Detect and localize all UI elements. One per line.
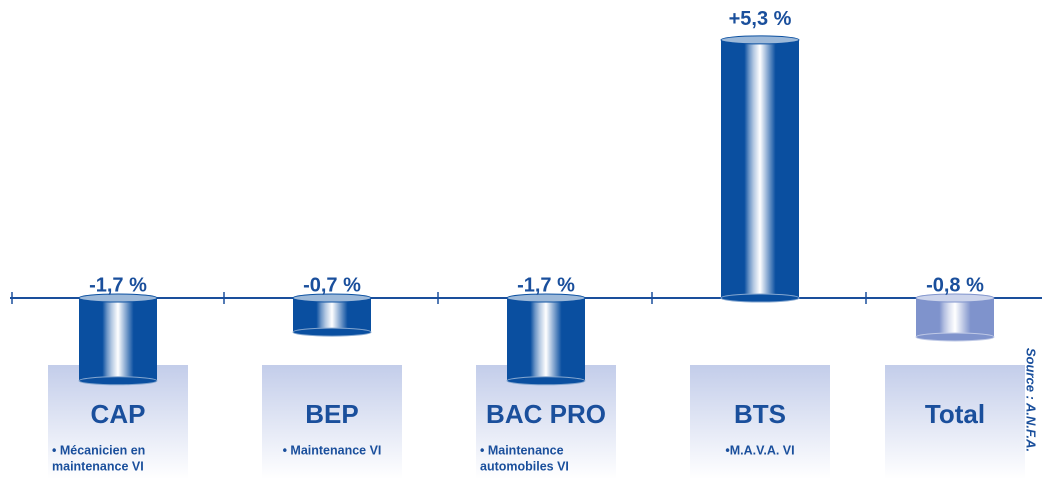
- value-label: -0,7 %: [303, 274, 361, 296]
- category-label: Total: [925, 399, 985, 429]
- category-label: BAC PRO: [486, 399, 606, 429]
- category-panel: [690, 365, 830, 479]
- category-label: BEP: [305, 399, 358, 429]
- category-subtitle: •M.A.V.A. VI: [725, 443, 794, 457]
- bar-cap: [720, 293, 800, 303]
- bar: [916, 298, 994, 337]
- source: Source : A.N.F.A.: [1024, 348, 1039, 452]
- bar-cap: [915, 332, 995, 342]
- value-label: -1,7 %: [517, 274, 575, 296]
- bar-cap: [292, 293, 372, 303]
- bar-cap: [292, 327, 372, 337]
- category-subtitle: maintenance VI: [52, 459, 144, 473]
- value-label: -1,7 %: [89, 274, 147, 296]
- bar: [293, 298, 371, 333]
- value-label: -0,8 %: [926, 274, 984, 296]
- category-subtitle: automobiles VI: [480, 459, 569, 473]
- category-panel: [885, 365, 1025, 479]
- bar-cap: [720, 35, 800, 45]
- bar: [721, 39, 799, 298]
- bar: [507, 298, 585, 381]
- category-label: BTS: [734, 399, 786, 429]
- bar-cap: [915, 293, 995, 303]
- bar-cap: [506, 293, 586, 303]
- category-subtitle: • Maintenance: [480, 443, 564, 457]
- bar: [79, 298, 157, 381]
- category-subtitle: • Maintenance VI: [283, 443, 382, 457]
- bar-cap: [78, 376, 158, 386]
- category-panel: [262, 365, 402, 479]
- value-label: +5,3 %: [729, 8, 792, 30]
- category-label: CAP: [91, 399, 146, 429]
- bar-cap: [506, 376, 586, 386]
- bar-cap: [78, 293, 158, 303]
- category-subtitle: • Mécanicien en: [52, 443, 145, 457]
